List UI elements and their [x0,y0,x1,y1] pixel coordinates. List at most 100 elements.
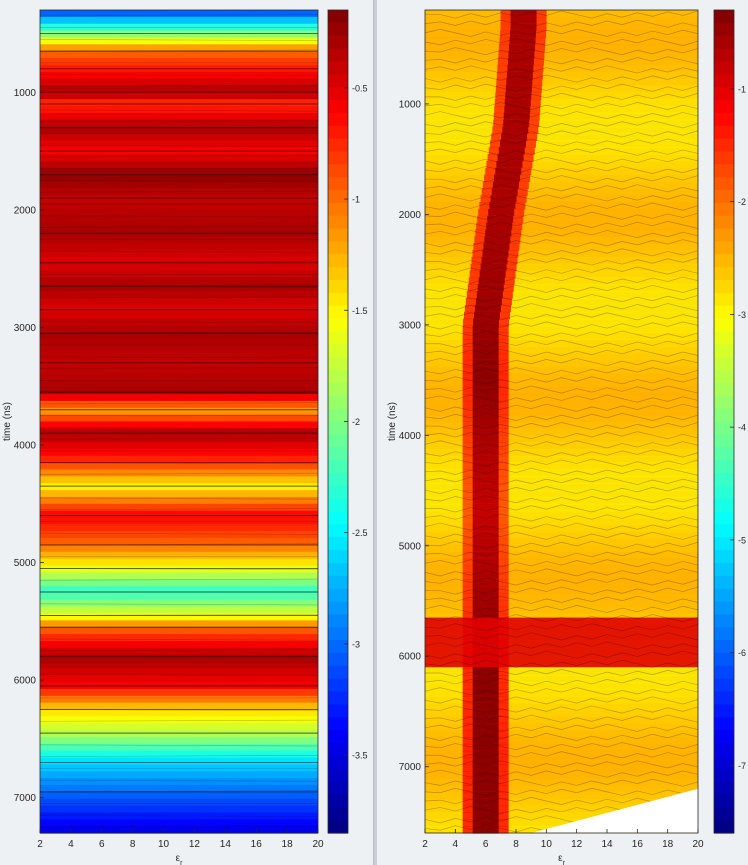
contour-line [424,696,699,705]
heatmap-row [425,688,698,697]
heatmap-row [40,112,318,121]
colorbar-segment [714,524,734,538]
contour-line [39,180,319,183]
colorbar-segment [714,640,734,654]
ridge-core [472,359,499,368]
heatmap-row [40,606,318,615]
heatmap-row [40,421,318,429]
contour-line [39,225,319,228]
contour-line [424,678,699,687]
contour-line [424,595,699,604]
ridge-core [472,483,499,491]
y-tick-label: 5000 [14,558,37,569]
heatmap-row [425,442,698,450]
x-tick-label: 2 [37,839,43,850]
colorbar-segment [328,550,348,564]
contour-line [39,472,319,475]
contour-line [424,19,699,28]
heatmap-row [40,551,318,560]
x-tick-label: 10 [158,839,170,850]
heatmap-row [425,298,698,306]
contour-line [424,266,699,275]
heatmap-row [40,757,318,766]
ridge-core [472,421,499,429]
heatmap-row [425,798,698,807]
contour-line [39,49,319,52]
colorbar-tick-label: -2 [352,417,360,427]
colorbar-segment [714,164,734,178]
colorbar-segment [328,627,348,641]
contour-line [39,603,319,606]
heatmap-row [425,373,698,381]
colorbar-segment [714,665,734,680]
heatmap-row [425,709,698,718]
colorbar-segment [328,588,348,603]
heatmap-row [425,428,698,436]
colorbar-segment [714,730,734,744]
colorbar-segment [328,820,348,834]
colorbar-segment [714,125,734,140]
colorbar-segment [714,138,734,153]
colorbar-segment [714,717,734,731]
heatmap-row [425,154,698,162]
x-axis-label-subscript: r [563,860,566,865]
window-divider [373,0,377,865]
heatmap-row [425,318,698,327]
contour-line [424,687,699,696]
contour-line [39,190,319,193]
ridge-core [472,332,499,340]
ridge-core [472,394,499,402]
heatmap-row [40,826,318,834]
heatmap-row [40,291,318,299]
colorbar-segment [328,151,348,165]
heatmap-row [40,538,318,546]
ridge-core [472,380,499,388]
colorbar-segment [328,228,348,243]
ridge-core [496,160,523,169]
x-tick-label: 4 [453,839,459,850]
ridge-core [472,784,499,793]
colorbar-segment [328,421,348,435]
colorbar-frame [713,9,735,834]
colorbar-segment [328,807,348,821]
heatmap-row [40,352,318,361]
x-axis-label: εr [558,853,565,865]
heatmap-row [425,30,698,39]
heatmap-row [40,160,318,169]
heatmap-row [40,44,318,52]
contour-line [424,467,699,476]
colorbar-segment [714,202,734,217]
colorbar-segment [714,100,734,114]
contour-line [424,230,699,239]
ridge-core [477,284,504,292]
heatmap-row [40,805,318,814]
contour-line [425,257,699,266]
colorbar-segment [714,498,734,513]
heatmap-row [425,517,698,525]
ridge-core [472,743,499,752]
heatmap-row [40,346,318,354]
heatmap-row [40,99,318,107]
colorbar-segment [714,704,734,718]
contour-line [424,65,699,74]
heatmap-row [425,483,698,491]
heatmap-row [40,640,318,649]
heatmap-row [40,764,318,772]
colorbar-tick-label: -3 [352,639,360,649]
heatmap-row [40,613,318,621]
colorbar-segment [328,717,348,731]
heatmap-row [40,208,318,217]
colorbar-segment [714,781,734,796]
ridge-core [472,510,499,519]
heatmap-row [40,188,318,196]
plot-frame [39,9,319,834]
colorbar-segment [328,177,348,191]
colorbar-segment [714,562,734,577]
heatmap-row [40,243,318,251]
y-axis-label: time (ns) [387,402,398,441]
heatmap-row [40,627,318,635]
heatmap-row [425,503,698,512]
contour-line [424,440,699,449]
heatmap-row [425,394,698,402]
colorbar-segment [328,730,348,744]
